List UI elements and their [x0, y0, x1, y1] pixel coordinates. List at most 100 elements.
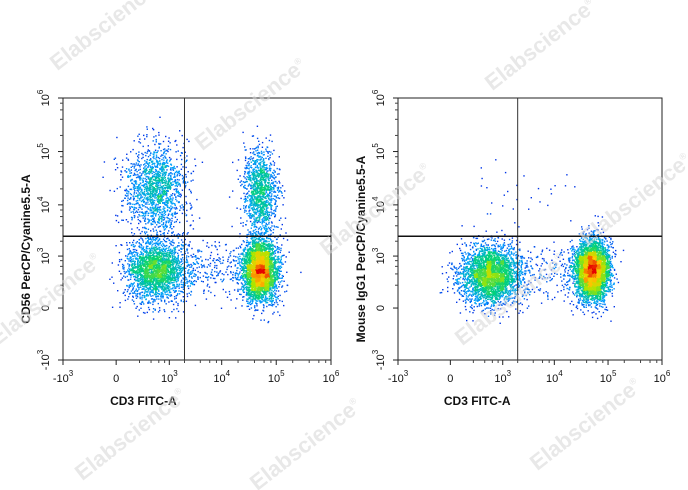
event-dot — [145, 154, 147, 157]
event-dot — [122, 219, 124, 221]
event-dot — [167, 150, 169, 153]
event-dot — [180, 168, 183, 170]
event-dot — [147, 222, 149, 224]
event-dot — [158, 220, 160, 222]
event-dot — [135, 270, 138, 272]
event-dot — [166, 210, 169, 212]
event-dot — [168, 270, 170, 273]
event-dot — [152, 212, 155, 214]
event-dot — [161, 177, 164, 179]
event-dot — [151, 290, 153, 292]
event-dot — [159, 191, 161, 193]
event-dot — [128, 209, 131, 211]
event-dot — [163, 234, 166, 237]
event-dot — [276, 256, 279, 258]
event-dot — [141, 284, 143, 286]
event-dot — [143, 288, 145, 290]
event-dot — [188, 281, 190, 283]
event-dot — [138, 141, 140, 143]
event-dot — [177, 237, 179, 239]
event-dot — [143, 190, 146, 193]
event-dot — [151, 298, 154, 300]
event-dot — [146, 274, 149, 276]
event-dot — [144, 278, 146, 280]
event-dot — [122, 267, 124, 270]
event-dot — [179, 130, 181, 132]
event-dot — [144, 276, 147, 279]
event-dot — [139, 199, 141, 201]
event-dot — [170, 252, 173, 255]
event-dot — [173, 212, 176, 214]
event-dot — [134, 264, 136, 267]
event-dot — [167, 284, 170, 287]
event-dot — [162, 187, 164, 189]
event-dot — [159, 222, 161, 224]
event-dot — [160, 244, 163, 246]
event-dot — [154, 243, 157, 245]
event-dot — [125, 255, 127, 257]
event-dot — [166, 160, 168, 162]
event-dot — [152, 195, 154, 198]
event-dot — [249, 301, 251, 304]
event-dot — [135, 293, 137, 295]
event-dot — [165, 272, 167, 274]
event-dot — [135, 192, 138, 194]
event-dot — [154, 207, 156, 209]
event-dot — [174, 193, 176, 195]
event-dot — [190, 271, 192, 273]
event-dot — [155, 184, 157, 186]
event-dot — [146, 158, 148, 161]
event-dot — [273, 282, 275, 284]
event-dot — [161, 219, 163, 221]
event-dot — [178, 263, 180, 265]
event-dot — [147, 284, 149, 286]
event-dot — [162, 243, 164, 245]
event-dot — [247, 290, 250, 292]
event-dot — [239, 288, 241, 291]
event-dot — [170, 222, 172, 224]
event-dot — [146, 176, 148, 178]
event-dot — [157, 265, 159, 267]
event-dot — [120, 179, 122, 181]
event-dot — [143, 197, 146, 199]
event-dot — [151, 286, 154, 288]
event-dot — [151, 216, 153, 218]
event-dot — [159, 167, 161, 170]
event-dot — [156, 272, 158, 275]
event-dot — [125, 271, 127, 273]
event-dot — [161, 213, 163, 215]
event-dot — [274, 282, 276, 284]
event-dot — [157, 239, 159, 242]
event-dot — [157, 241, 159, 243]
event-dot — [150, 261, 152, 263]
event-dot — [155, 169, 158, 171]
event-dot — [163, 257, 166, 260]
event-dot — [158, 267, 160, 269]
event-dot — [141, 258, 143, 260]
event-dot — [156, 231, 158, 233]
event-dot — [140, 188, 143, 190]
event-dot — [161, 287, 163, 289]
event-dot — [165, 241, 168, 243]
event-dot — [147, 302, 149, 304]
event-dot — [164, 287, 166, 289]
event-dot — [146, 185, 148, 187]
event-dot — [148, 268, 151, 271]
event-dot — [170, 251, 172, 253]
event-dot — [145, 162, 147, 164]
event-dot — [166, 165, 169, 167]
event-dot — [169, 250, 171, 252]
event-dot — [120, 272, 122, 275]
event-dot — [159, 160, 161, 162]
event-dot — [187, 252, 189, 254]
event-dot — [124, 189, 126, 192]
event-dot — [182, 232, 185, 234]
event-dot — [176, 260, 178, 262]
event-dot — [154, 226, 156, 228]
event-dot — [154, 261, 157, 263]
event-dot — [137, 289, 139, 292]
event-dot — [122, 159, 124, 161]
event-dot — [166, 279, 168, 282]
event-dot — [159, 230, 161, 232]
event-dot — [161, 192, 163, 194]
